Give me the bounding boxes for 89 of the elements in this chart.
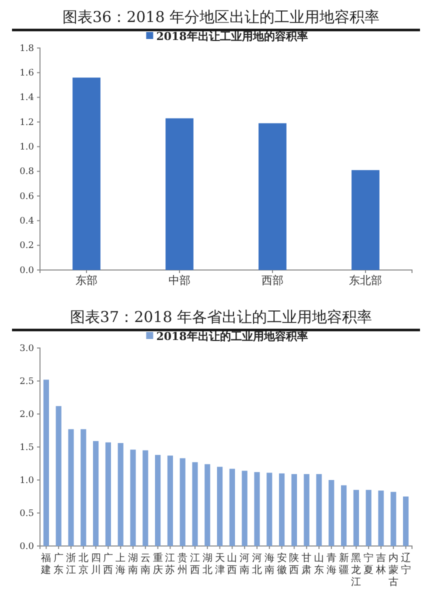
bar (279, 473, 285, 546)
bar (167, 456, 173, 546)
y-tick-label: 1.8 (20, 44, 34, 54)
bar (352, 170, 380, 270)
bar (80, 429, 86, 546)
y-tick-label: 0.0 (20, 266, 34, 276)
x-tick-label: 东部 (76, 274, 98, 287)
bar (378, 490, 384, 546)
bar (353, 490, 359, 546)
x-tick-label: 新疆 (338, 552, 349, 576)
bar (68, 429, 74, 546)
bar (43, 380, 49, 546)
x-tick-label: 云南 (140, 553, 150, 576)
x-tick-label: 河北 (252, 552, 262, 576)
x-tick-label: 四川 (90, 553, 101, 576)
y-tick-label: 1.5 (20, 442, 34, 453)
chart-title: 图表37：2018 年各省出让的工业用地容积率 (70, 308, 372, 326)
x-tick-label: 广西 (103, 552, 114, 576)
y-tick-label: 0.4 (20, 216, 34, 227)
legend-label: 2018年出让工业用地的容积率 (156, 30, 308, 43)
bar (258, 123, 286, 270)
y-tick-label: 0.2 (20, 241, 34, 252)
x-tick-label: 广东 (54, 552, 64, 576)
bar (266, 472, 272, 546)
bar (105, 442, 111, 546)
x-tick-label: 甘肃 (302, 552, 312, 576)
x-tick-label: 天津 (214, 553, 225, 576)
x-tick-label: 浙江 (66, 552, 76, 576)
x-tick-label: 宁夏 (364, 552, 374, 576)
y-tick-label: 0.5 (20, 508, 34, 519)
y-tick-label: 0.8 (20, 167, 34, 178)
bar (204, 464, 210, 546)
bar (93, 441, 99, 546)
bar (192, 462, 198, 546)
y-tick-label: 1.2 (20, 118, 34, 128)
bar (180, 458, 186, 546)
bar (155, 454, 161, 546)
bar (56, 406, 62, 546)
x-tick-label: 吉林 (375, 552, 386, 576)
bar (142, 450, 148, 546)
bar (304, 474, 310, 546)
x-tick-label: 湖南 (128, 552, 138, 576)
y-tick-label: 0.0 (20, 542, 34, 552)
chart-title: 图表36：2018 年分地区出让的工业用地容积率 (62, 8, 380, 26)
x-tick-label: 福建 (40, 552, 52, 576)
bar (390, 492, 396, 546)
x-tick-label: 重庆 (152, 552, 163, 576)
y-tick-label: 3.0 (20, 344, 34, 354)
x-tick-label: 湖北 (202, 552, 212, 576)
x-tick-label: 黑龙江 (351, 553, 362, 588)
x-tick-label: 河南 (240, 552, 250, 576)
x-tick-label: 内蒙古 (388, 552, 398, 588)
y-tick-label: 1.0 (20, 142, 34, 153)
x-tick-label: 山东 (314, 552, 324, 576)
x-tick-label: 山西 (227, 552, 238, 576)
x-tick-label: 江苏 (165, 552, 176, 576)
bar (366, 490, 372, 546)
y-tick-label: 0.6 (20, 192, 34, 202)
y-tick-label: 1.0 (20, 476, 34, 486)
x-tick-label: 东北部 (349, 274, 382, 287)
bar (229, 468, 235, 546)
x-tick-label: 海南 (264, 552, 274, 576)
legend-label: 2018年出让的工业用地容积率 (156, 330, 308, 343)
bar (130, 450, 136, 546)
x-tick-label: 中部 (168, 274, 190, 287)
y-tick-label: 1.4 (20, 93, 34, 104)
x-tick-label: 江西 (190, 552, 200, 576)
x-tick-label: 北京 (78, 552, 88, 576)
y-tick-label: 2.0 (20, 410, 34, 420)
bar (254, 472, 260, 546)
x-tick-label: 青海 (326, 552, 336, 576)
y-tick-label: 1.6 (20, 68, 34, 79)
bar (341, 485, 347, 546)
bar (403, 496, 409, 546)
bar (166, 118, 194, 270)
x-tick-label: 西部 (262, 274, 284, 287)
x-tick-label: 陕西 (289, 552, 300, 576)
bar (72, 78, 100, 270)
y-tick-label: 2.5 (20, 376, 34, 387)
x-tick-label: 上海 (116, 552, 126, 576)
bar (242, 470, 248, 546)
x-tick-label: 贵州 (178, 552, 188, 576)
bar (328, 480, 334, 546)
bar (316, 474, 322, 546)
bar (118, 443, 124, 546)
bar (217, 466, 223, 546)
x-tick-label: 辽宁 (400, 552, 411, 576)
x-tick-label: 安徽 (276, 552, 287, 576)
bar (291, 474, 297, 546)
